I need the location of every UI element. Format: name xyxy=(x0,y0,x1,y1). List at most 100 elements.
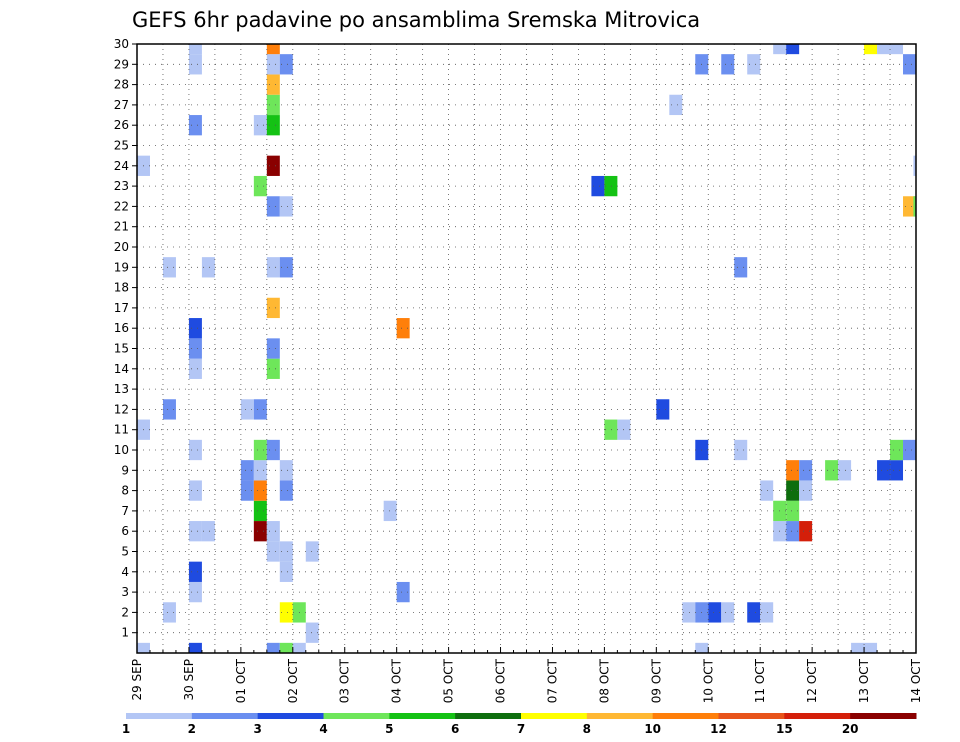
y-tick-label: 21 xyxy=(114,220,129,234)
precip-cell xyxy=(188,642,202,653)
precip-cell xyxy=(903,439,916,461)
colorbar-swatch xyxy=(389,713,456,719)
precip-cell xyxy=(591,175,605,197)
precip-cell xyxy=(162,257,176,278)
precip-cell xyxy=(799,460,813,481)
precip-cell xyxy=(188,521,202,542)
colorbar-label: 3 xyxy=(253,722,261,736)
precip-cell xyxy=(786,460,800,481)
precip-cell xyxy=(279,480,293,501)
precip-cell xyxy=(721,54,735,75)
precip-cell xyxy=(890,44,904,55)
precip-cell xyxy=(773,44,787,55)
precip-cell xyxy=(383,500,397,522)
precip-cell xyxy=(747,602,761,623)
precip-cell xyxy=(253,521,267,542)
precip-cell xyxy=(188,581,202,603)
precip-cell xyxy=(682,602,696,623)
precip-cell xyxy=(240,460,254,481)
precip-cell xyxy=(266,439,280,461)
precip-cell xyxy=(396,318,410,339)
colorbar-label: 5 xyxy=(385,722,393,736)
precip-cell xyxy=(253,500,267,522)
precip-cell xyxy=(266,196,280,217)
precip-cell xyxy=(786,500,800,522)
precip-cell xyxy=(903,54,916,75)
y-tick-label: 12 xyxy=(114,402,129,416)
precip-cell xyxy=(799,521,813,542)
colorbar-label: 20 xyxy=(842,722,859,736)
colorbar-label: 10 xyxy=(644,722,661,736)
precip-cell xyxy=(266,642,280,653)
y-tick-label: 30 xyxy=(114,37,129,51)
y-tick-label: 26 xyxy=(114,118,129,132)
precip-cell xyxy=(604,175,618,197)
precip-cell xyxy=(266,115,280,136)
y-tick-label: 18 xyxy=(114,281,129,295)
precip-cell xyxy=(760,480,774,501)
x-tick-label: 08 OCT xyxy=(597,658,611,703)
x-tick-label: 05 OCT xyxy=(442,658,456,703)
precip-cell xyxy=(695,642,709,653)
x-tick-label: 10 OCT xyxy=(701,658,715,703)
y-tick-label: 13 xyxy=(114,382,129,396)
precip-cell xyxy=(266,541,280,562)
colorbar-label: 6 xyxy=(451,722,459,736)
precip-cell xyxy=(266,94,280,116)
precip-cell xyxy=(188,439,202,461)
precip-cell xyxy=(188,480,202,501)
precip-cell xyxy=(188,338,202,359)
precip-cell xyxy=(188,318,202,339)
precip-cell xyxy=(162,399,176,420)
precip-cell xyxy=(786,521,800,542)
precip-cell xyxy=(913,196,916,217)
y-tick-label: 6 xyxy=(121,524,129,538)
precip-cell xyxy=(877,460,891,481)
y-tick-label: 20 xyxy=(114,240,129,254)
precip-cell xyxy=(669,94,683,116)
y-tick-label: 15 xyxy=(114,342,129,356)
precip-cell xyxy=(305,622,319,643)
colorbar-label: 8 xyxy=(583,722,591,736)
y-tick-label: 17 xyxy=(114,301,129,315)
precip-cell xyxy=(266,257,280,278)
precip-cell xyxy=(240,480,254,501)
colorbar-swatch xyxy=(257,713,324,719)
colorbar-swatch xyxy=(323,713,390,719)
precip-cell xyxy=(396,581,410,603)
colorbar-swatch xyxy=(652,713,719,719)
y-tick-label: 1 xyxy=(121,626,129,640)
y-tick-label: 4 xyxy=(121,565,129,579)
precip-cell xyxy=(890,460,904,481)
y-axis: 1234567891011121314151617181920212223242… xyxy=(114,37,137,640)
x-tick-label: 11 OCT xyxy=(753,658,767,703)
y-tick-label: 25 xyxy=(114,139,129,153)
precip-cell xyxy=(721,602,735,623)
colorbar-label: 4 xyxy=(319,722,327,736)
colorbar-swatch xyxy=(784,713,851,719)
precip-cell xyxy=(786,44,800,55)
y-tick-label: 16 xyxy=(114,321,129,335)
precip-cell xyxy=(279,54,293,75)
colorbar-swatch xyxy=(521,713,588,719)
precip-cell xyxy=(903,196,916,217)
colorbar-label: 12 xyxy=(710,722,727,736)
x-tick-label: 09 OCT xyxy=(649,658,663,703)
precip-cell xyxy=(786,480,800,501)
x-tick-label: 02 OCT xyxy=(286,658,300,703)
precip-cell xyxy=(188,115,202,136)
precip-cell xyxy=(266,338,280,359)
y-tick-label: 19 xyxy=(114,260,129,274)
precip-cell xyxy=(253,175,267,197)
precip-cell xyxy=(266,358,280,379)
colorbar-label: 7 xyxy=(517,722,525,736)
precip-cell xyxy=(305,541,319,562)
colorbar-label: 2 xyxy=(188,722,196,736)
precip-cell xyxy=(253,115,267,136)
y-tick-label: 7 xyxy=(121,504,129,518)
precip-cell xyxy=(279,196,293,217)
precip-cell xyxy=(279,541,293,562)
chart-title: GEFS 6hr padavine po ansamblima Sremska … xyxy=(132,8,700,32)
precip-cell xyxy=(201,257,215,278)
precip-cell xyxy=(799,480,813,501)
